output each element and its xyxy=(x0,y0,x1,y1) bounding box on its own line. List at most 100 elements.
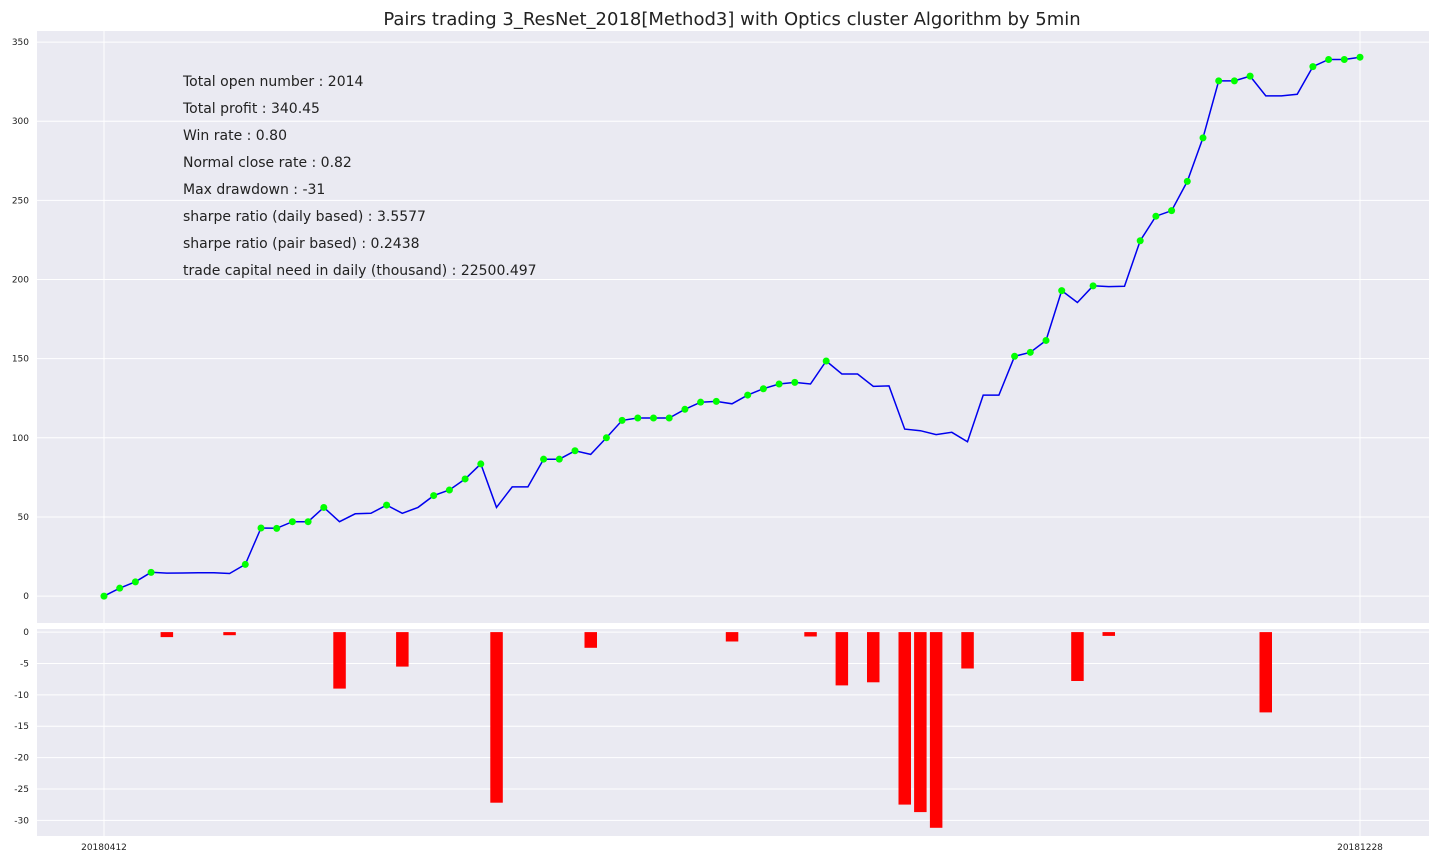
bottom-y-tick-label: -15 xyxy=(14,722,29,732)
drawdown-bar xyxy=(1102,632,1115,636)
drawdown-bar xyxy=(835,632,849,686)
drawdown-bar xyxy=(929,632,943,828)
drawdown-bar xyxy=(160,632,174,638)
stat-line: Normal close rate : 0.82 xyxy=(183,155,352,171)
drawdown-bar xyxy=(490,632,503,803)
stat-line: Max drawdown : -31 xyxy=(183,182,325,198)
top-y-tick-label: 50 xyxy=(18,513,30,523)
drawdown-bar xyxy=(333,632,346,689)
profit-marker xyxy=(775,380,783,388)
bottom-panel: 0 -5 -10 -15 -20 -25 -30 xyxy=(14,628,1429,836)
profit-marker xyxy=(445,486,453,494)
bottom-y-tick-label: -30 xyxy=(14,816,29,826)
chart-title: Pairs trading 3_ResNet_2018[Method3] wit… xyxy=(383,9,1080,30)
stat-line: Total open number : 2014 xyxy=(182,74,364,90)
stat-line: sharpe ratio (pair based) : 0.2438 xyxy=(183,236,420,252)
drawdown-bar xyxy=(898,632,911,805)
top-grid xyxy=(37,31,1429,623)
profit-marker xyxy=(1230,77,1238,85)
top-y-tick-label: 200 xyxy=(12,276,29,286)
profit-marker xyxy=(273,524,281,532)
profit-line xyxy=(103,56,1361,597)
profit-marker xyxy=(650,414,657,422)
bottom-y-tick-labels: 0 -5 -10 -15 -20 -25 -30 xyxy=(14,628,29,826)
stats-block: Total open number : 2014 Total profit : 3… xyxy=(182,74,537,279)
drawdown-bar xyxy=(396,632,409,667)
profit-marker xyxy=(1136,237,1144,245)
drawdown-bar xyxy=(1259,632,1272,713)
profit-marker xyxy=(791,378,799,386)
drawdown-bar xyxy=(223,632,236,636)
drawdown-bars xyxy=(160,632,1272,828)
profit-marker xyxy=(1058,287,1066,295)
x-tick-label-last: 20181228 xyxy=(1337,843,1383,853)
drawdown-bar xyxy=(1071,632,1084,681)
profit-marker xyxy=(1042,336,1050,344)
drawdown-bar xyxy=(804,632,817,637)
drawdown-bar xyxy=(961,632,974,669)
profit-marker xyxy=(1309,63,1317,71)
profit-marker xyxy=(1168,207,1176,215)
profit-marker xyxy=(461,475,469,483)
stat-line: sharpe ratio (daily based) : 3.5577 xyxy=(183,209,426,225)
profit-marker xyxy=(383,501,391,509)
profit-marker xyxy=(540,455,548,463)
profit-marker xyxy=(665,414,673,422)
top-y-tick-label: 350 xyxy=(12,38,29,48)
profit-marker xyxy=(712,397,720,405)
bottom-grid xyxy=(37,629,1429,836)
stat-line: Win rate : 0.80 xyxy=(183,128,287,144)
profit-marker xyxy=(1199,134,1207,142)
profit-marker xyxy=(634,414,642,422)
profit-marker xyxy=(116,584,124,592)
top-panel-background xyxy=(37,31,1429,623)
bottom-y-tick-label: -10 xyxy=(14,691,29,701)
profit-marker xyxy=(131,578,139,586)
profit-marker xyxy=(241,560,249,568)
top-y-tick-label: 100 xyxy=(12,434,29,444)
profit-marker xyxy=(571,447,579,455)
top-y-tick-label: 0 xyxy=(23,592,29,602)
profit-marker xyxy=(618,416,626,424)
profit-marker xyxy=(1026,348,1034,356)
profit-marker xyxy=(602,434,610,442)
profit-marker xyxy=(744,391,752,399)
drawdown-bar xyxy=(867,632,880,683)
x-tick-label-first: 20180412 xyxy=(81,843,127,853)
profit-marker xyxy=(1011,352,1019,360)
bottom-y-tick-label: -20 xyxy=(14,754,29,764)
stat-line: Total profit : 340.45 xyxy=(182,101,320,117)
profit-marker xyxy=(1356,53,1364,61)
bottom-panel-background xyxy=(37,629,1429,836)
profit-marker xyxy=(430,492,438,500)
bottom-y-tick-label: -5 xyxy=(20,660,29,670)
top-y-tick-label: 300 xyxy=(12,117,29,127)
profit-marker xyxy=(555,455,563,463)
top-panel: 0 50 100 150 200 250 300 350 Total open number … xyxy=(12,31,1429,623)
profit-marker xyxy=(1246,72,1254,80)
profit-marker xyxy=(1089,282,1097,290)
profit-marker xyxy=(1325,55,1333,63)
profit-marker xyxy=(288,518,296,526)
profit-marker xyxy=(1340,55,1348,63)
profit-marker xyxy=(477,460,485,468)
top-y-tick-label: 150 xyxy=(12,355,29,365)
profit-marker xyxy=(1152,212,1160,220)
drawdown-bar xyxy=(725,632,739,642)
profit-marker xyxy=(304,518,312,526)
profit-marker xyxy=(257,524,265,532)
profit-marker xyxy=(822,357,830,365)
stat-line: trade capital need in daily (thousand) :… xyxy=(183,263,537,279)
drawdown-bar xyxy=(914,632,927,813)
bottom-y-tick-label: -25 xyxy=(14,785,29,795)
profit-marker xyxy=(697,398,705,406)
top-y-tick-label: 250 xyxy=(12,196,29,206)
profit-marker xyxy=(100,592,108,600)
top-y-tick-labels: 0 50 100 150 200 250 300 350 xyxy=(12,38,29,602)
profit-markers xyxy=(100,53,1364,600)
profit-marker xyxy=(1183,177,1191,185)
profit-marker xyxy=(320,503,328,511)
drawdown-bar xyxy=(584,632,597,648)
profit-marker xyxy=(1215,77,1223,85)
